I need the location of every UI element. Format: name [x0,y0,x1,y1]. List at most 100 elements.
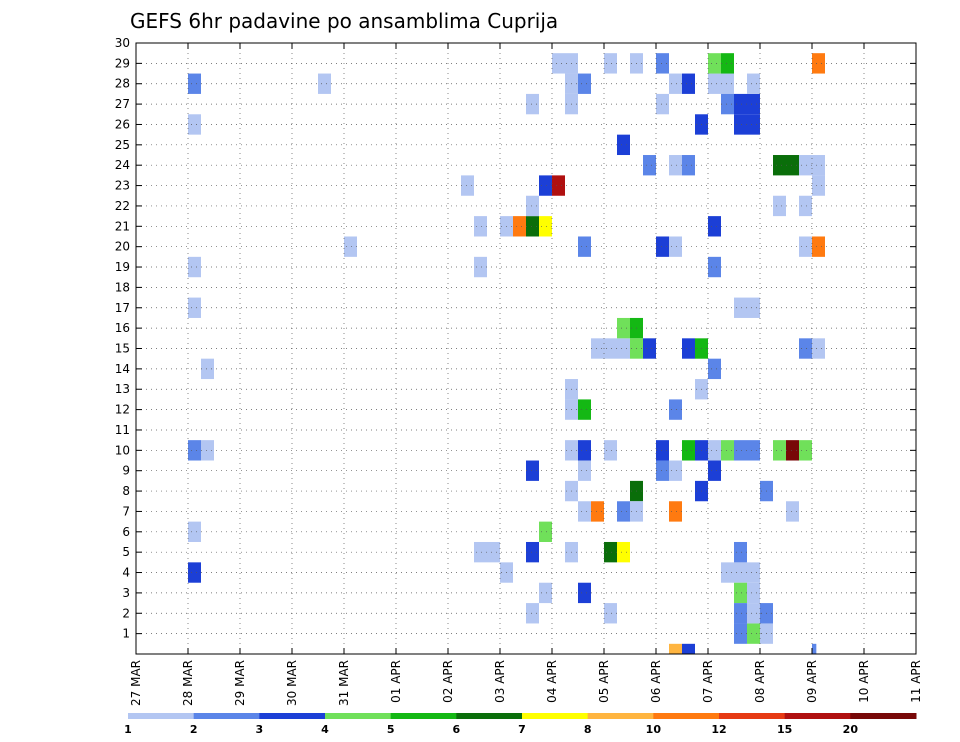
heatmap-cell [578,460,591,481]
y-tick-label: 1 [122,627,130,641]
heatmap-cell [656,440,669,461]
heatmap-cell [526,195,539,217]
heatmap-cell [786,440,799,461]
heatmap-cell [721,440,734,461]
heatmap-cell [799,155,812,176]
heatmap-cell [188,521,201,542]
x-tick-label: 03 APR [493,660,507,703]
heatmap-cell [318,73,331,94]
heatmap-cell [539,175,552,196]
x-tick-label: 04 APR [545,660,559,703]
colorbar-swatch [587,713,654,719]
heatmap-cell [747,114,760,135]
heatmap-cell [474,541,487,563]
heatmap-cell [682,338,695,359]
y-tick-label: 3 [122,586,130,600]
heatmap-cell [188,114,201,135]
colorbar-swatch [456,713,523,719]
heatmap-cell [682,155,695,176]
colorbar-label: 7 [518,723,526,736]
colorbar-swatch [522,713,589,719]
heatmap-cell [526,603,539,624]
heatmap-cell [747,73,760,94]
heatmap-cell [773,440,786,461]
colorbar-label: 8 [584,723,592,736]
heatmap-cell [552,175,565,196]
y-tick-label: 9 [122,464,130,478]
heatmap-cell [539,582,552,604]
heatmap-cell [617,317,630,339]
heatmap-cell [669,236,682,257]
heatmap-cell [734,93,747,115]
heatmap-cell [188,73,201,94]
heatmap-cell [721,93,734,115]
heatmap-cell [669,501,682,522]
heatmap-cell [721,73,734,94]
x-tick-label: 09 APR [805,660,819,703]
y-tick-label: 7 [122,504,130,518]
y-tick-label: 28 [115,77,130,91]
heatmap-cell [201,440,214,461]
heatmap-cell [669,460,682,481]
y-tick-label: 2 [122,606,130,620]
heatmap-cell [591,338,604,359]
colorbar-swatch [719,713,786,719]
heatmap-cell [487,541,500,563]
heatmap-cell [656,236,669,257]
y-tick-label: 13 [115,382,130,396]
colorbar-label: 10 [646,723,662,736]
x-tick-label: 01 APR [389,660,403,703]
heatmap-cell [578,440,591,461]
heatmap-cell [721,562,734,583]
x-tick-label: 02 APR [441,660,455,703]
colorbar-label: 3 [256,723,264,736]
x-tick-label: 27 MAR [129,660,143,706]
heatmap-cell [188,562,201,583]
heatmap-cell [643,155,656,176]
heatmap-cell [773,195,786,217]
heatmap-cell [708,73,721,94]
y-tick-label: 6 [122,525,130,539]
colorbar-label: 20 [843,723,859,736]
heatmap-cell [617,541,630,563]
colorbar-label: 2 [190,723,198,736]
colorbar-swatch [259,713,326,719]
heatmap-cell [188,297,201,318]
colorbar-swatch [850,713,917,719]
colorbar-swatch [390,713,457,719]
heatmap-cell [669,399,682,420]
heatmap-cell [708,256,721,278]
y-tick-label: 8 [122,484,130,498]
colorbar-label: 1 [124,723,132,736]
heatmap-cell [656,460,669,481]
heatmap-cell [604,541,617,563]
colorbar-swatch [784,713,851,719]
heatmap-cell [526,216,539,237]
heatmap-cell [201,358,214,380]
heatmap-cell [526,93,539,115]
heatmap-cell [617,501,630,522]
heatmap-cell [734,603,747,624]
x-tick-label: 29 MAR [233,660,247,706]
heatmap-cell [734,582,747,604]
y-axis: 1234567891011121314151617181920212223242… [115,36,916,641]
heatmap-cell [812,53,825,74]
heatmap-cell [747,440,760,461]
heatmap-cell [747,297,760,318]
heatmap-cell [513,216,526,237]
heatmap-cell-bottom [669,643,682,654]
y-tick-label: 4 [122,566,130,580]
heatmap-cell [721,53,734,74]
heatmap-cell [812,155,825,176]
heatmap-cell [617,134,630,156]
colorbar-swatch [193,713,260,719]
heatmap-cell [604,440,617,461]
heatmap-cell [474,256,487,278]
heatmap-cell [747,562,760,583]
colorbar-label: 12 [711,723,726,736]
chart-title: GEFS 6hr padavine po ansamblima Cuprija [130,9,558,33]
y-tick-label: 26 [115,117,130,131]
y-tick-label: 17 [115,301,130,315]
heatmap-cell [604,338,617,359]
heatmap-cell [656,93,669,115]
